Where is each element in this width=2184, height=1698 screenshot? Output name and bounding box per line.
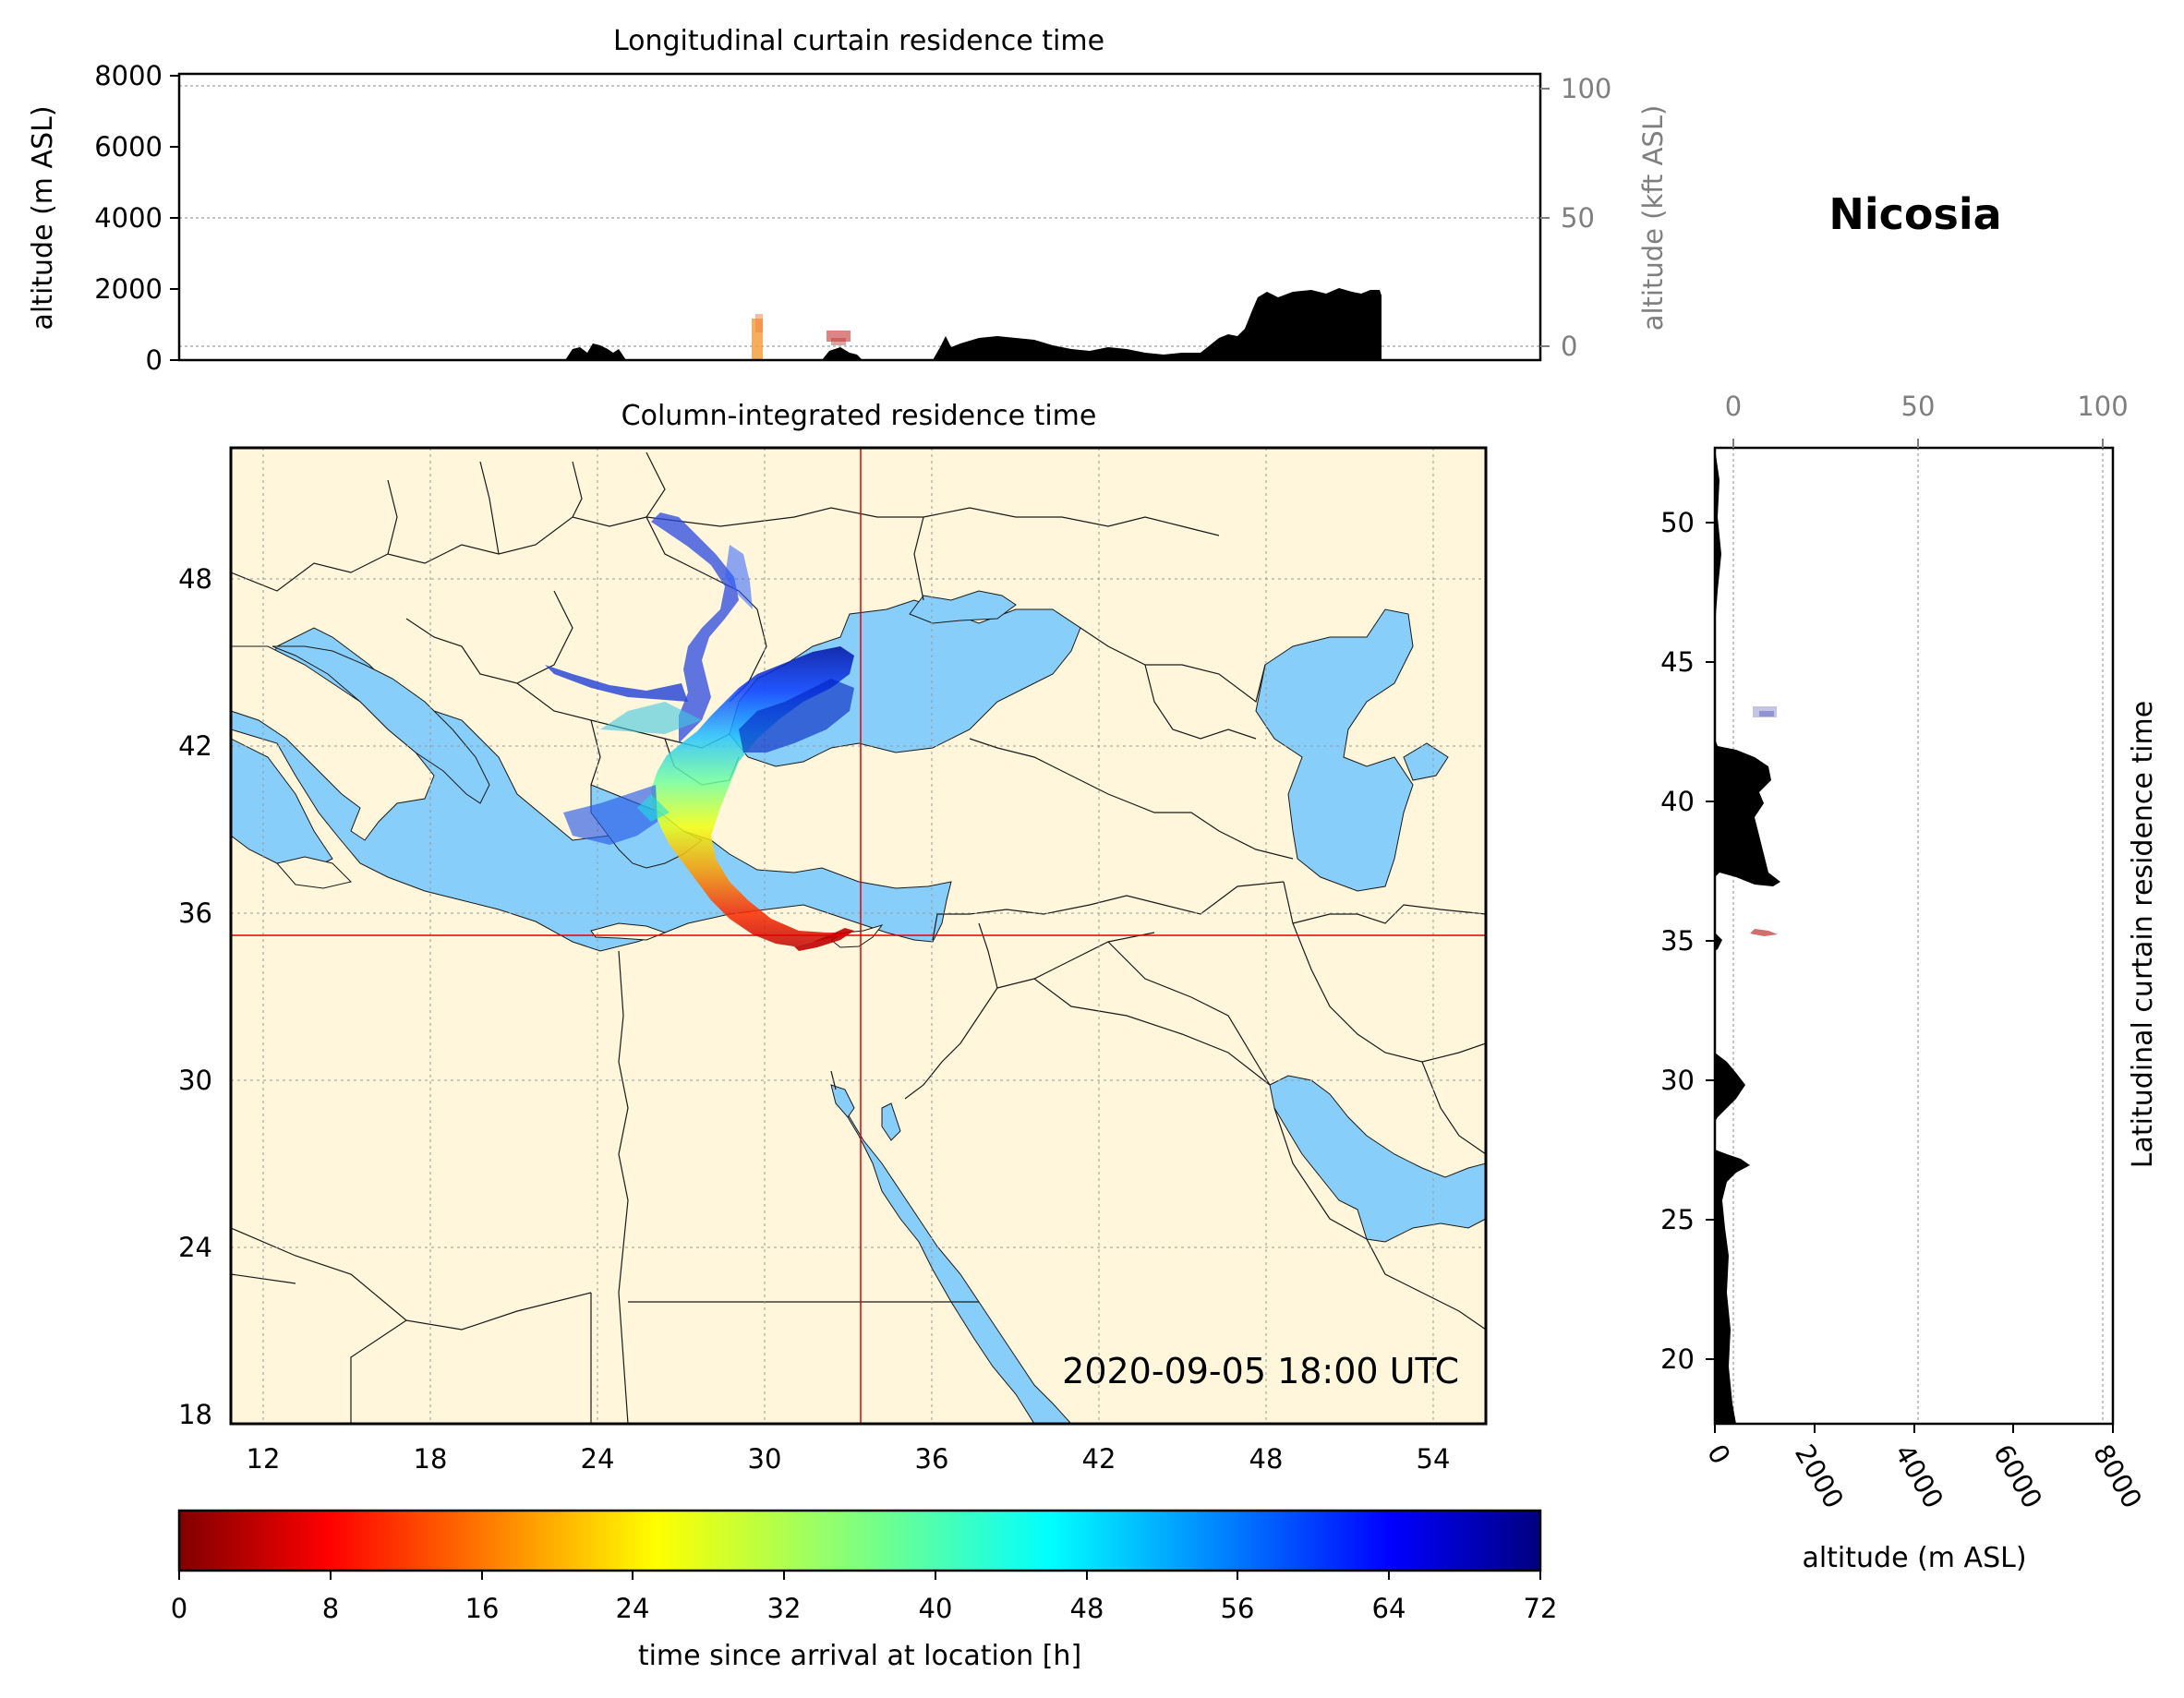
side-ytick-35: 35 xyxy=(1660,925,1695,957)
cbar-tick-48: 48 xyxy=(1070,1593,1104,1624)
lat-tick-30: 30 xyxy=(178,1065,212,1096)
italy xyxy=(231,645,435,841)
side-xtick-8000: 8000 xyxy=(2087,1439,2148,1514)
side-terrain-profile xyxy=(1715,448,1780,1424)
lon-tick-12: 12 xyxy=(247,1443,281,1475)
top-rtick-50: 50 xyxy=(1561,202,1595,234)
cbar-tick-8: 8 xyxy=(322,1593,339,1624)
top-ytick-4000: 4000 xyxy=(94,202,163,234)
lat-tick-36: 36 xyxy=(178,897,212,929)
lat-tick-24: 24 xyxy=(178,1232,212,1263)
top-rtick-0: 0 xyxy=(1561,331,1577,362)
colorbar: 0 8 16 24 32 40 48 56 64 72 time since a… xyxy=(171,1509,1558,1672)
colorbar-label: time since arrival at location [h] xyxy=(638,1640,1081,1672)
lon-tick-54: 54 xyxy=(1417,1443,1451,1475)
lon-tick-48: 48 xyxy=(1249,1443,1284,1475)
side-panel-title: Latitudinal curtain residence time xyxy=(2127,701,2159,1168)
side-ytick-30: 30 xyxy=(1660,1065,1695,1096)
cbar-tick-24: 24 xyxy=(616,1593,650,1624)
location-crosshair xyxy=(231,448,1486,1424)
side-ytick-45: 45 xyxy=(1660,646,1695,678)
cbar-tick-72: 72 xyxy=(1524,1593,1558,1624)
side-ytick-50: 50 xyxy=(1660,507,1695,538)
map-panel-title: Column-integrated residence time xyxy=(621,400,1097,432)
sea-of-azov xyxy=(909,590,1017,624)
side-xtick-4000: 4000 xyxy=(1888,1439,1949,1514)
side-xtick-0: 0 xyxy=(1701,1439,1737,1470)
lat-tick-42: 42 xyxy=(178,730,212,762)
cbar-tick-32: 32 xyxy=(767,1593,802,1624)
top-ytick-6000: 6000 xyxy=(94,131,163,163)
top-ylabel: altitude (m ASL) xyxy=(27,105,59,330)
lon-tick-42: 42 xyxy=(1082,1443,1116,1475)
top-right-y-axis: 0 50 100 xyxy=(1540,73,1611,362)
cbar-tick-40: 40 xyxy=(919,1593,953,1624)
red-sea xyxy=(835,1089,1072,1424)
side-top-tick-0: 0 xyxy=(1725,391,1742,422)
lon-tick-18: 18 xyxy=(414,1443,448,1475)
top-ytick-8000: 8000 xyxy=(94,60,163,91)
caspian-sea xyxy=(1255,608,1414,892)
cbar-tick-0: 0 xyxy=(171,1593,187,1624)
map-grid xyxy=(231,448,1486,1424)
colorbar-ticks: 0 8 16 24 32 40 48 56 64 72 xyxy=(171,1571,1558,1624)
cbar-tick-56: 56 xyxy=(1221,1593,1255,1624)
side-xtick-2000: 2000 xyxy=(1789,1439,1850,1514)
side-ytick-25: 25 xyxy=(1660,1204,1695,1235)
side-top-axis: 0 50 100 xyxy=(1725,391,2129,448)
side-ytick-40: 40 xyxy=(1660,786,1695,817)
terrain-profile xyxy=(565,288,1382,360)
side-ytick-20: 20 xyxy=(1660,1343,1695,1375)
side-bottom-axis: 0 2000 4000 6000 8000 xyxy=(1701,1424,2148,1513)
top-ytick-0: 0 xyxy=(146,344,163,376)
location-title: Nicosia xyxy=(1828,189,2001,239)
side-xtick-6000: 6000 xyxy=(1987,1439,2048,1514)
lon-tick-24: 24 xyxy=(581,1443,615,1475)
lon-tick-36: 36 xyxy=(915,1443,949,1475)
map-lat-axis: 18 24 30 36 42 48 xyxy=(178,563,212,1430)
adriatic-sea xyxy=(271,645,490,804)
longitudinal-curtain-panel: Longitudinal curtain residence time 0 20… xyxy=(27,25,1669,376)
cbar-tick-64: 64 xyxy=(1372,1593,1406,1624)
side-top-tick-50: 50 xyxy=(1901,391,1936,422)
residence-plume xyxy=(545,512,854,951)
map-lon-axis: 12 18 24 30 36 42 48 54 xyxy=(247,1443,1451,1475)
side-xlabel: altitude (m ASL) xyxy=(1802,1542,2026,1574)
top-left-y-axis: 0 2000 4000 6000 8000 xyxy=(94,60,179,376)
lat-tick-48: 48 xyxy=(178,563,212,595)
top-ytick-2000: 2000 xyxy=(94,273,163,305)
lat-tick-18: 18 xyxy=(178,1399,212,1430)
lon-tick-30: 30 xyxy=(748,1443,782,1475)
top-ylabel-right: altitude (kft ASL) xyxy=(1637,105,1669,331)
map-panel: Column-integrated residence time xyxy=(178,400,1488,1475)
cbar-tick-16: 16 xyxy=(465,1593,500,1624)
persian-gulf xyxy=(1269,1075,1486,1243)
map-timestamp: 2020-09-05 18:00 UTC xyxy=(1062,1351,1459,1391)
top-panel-title: Longitudinal curtain residence time xyxy=(613,25,1104,57)
side-top-tick-100: 100 xyxy=(2077,391,2128,422)
side-lat-axis: 20 25 30 35 40 45 50 xyxy=(1660,507,1715,1375)
latitudinal-curtain-panel: 20 25 30 35 40 45 50 0 50 100 0 2000 400… xyxy=(1660,391,2159,1574)
top-rtick-100: 100 xyxy=(1561,73,1611,104)
